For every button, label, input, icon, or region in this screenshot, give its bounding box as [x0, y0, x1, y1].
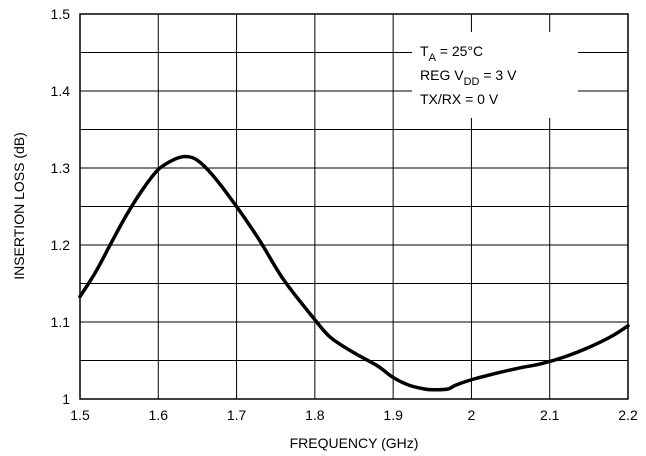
- x-tick-label: 1.5: [70, 407, 90, 423]
- legend-background: [412, 32, 578, 118]
- legend-ta-main: T: [420, 43, 429, 59]
- x-tick-labels: 1.5 1.6 1.7 1.8 1.9 2 2.1 2.2: [70, 407, 638, 423]
- y-tick-label: 1.4: [51, 83, 71, 99]
- y-tick-labels: 1 1.1 1.2 1.3 1.4 1.5: [51, 6, 71, 407]
- conditions-legend: TA = 25°C REG VDD = 3 V TX/RX = 0 V: [412, 32, 578, 118]
- y-tick-label: 1.5: [51, 6, 71, 22]
- legend-reg-vdd: REG VDD = 3 V: [420, 67, 517, 88]
- legend-reg-main: REG V: [420, 67, 464, 83]
- x-tick-label: 1.8: [305, 407, 325, 423]
- y-tick-label: 1.2: [51, 237, 71, 253]
- x-tick-label: 2.2: [618, 407, 638, 423]
- x-tick-label: 2.1: [540, 407, 560, 423]
- y-axis-label: INSERTION LOSS (dB): [11, 132, 27, 280]
- x-tick-label: 1.6: [149, 407, 169, 423]
- plot-frame: [79, 13, 629, 400]
- y-tick-label: 1.1: [51, 314, 71, 330]
- legend-ta-rest: = 25°C: [436, 43, 483, 59]
- legend-reg-sub: DD: [464, 76, 480, 88]
- legend-ta-sub: A: [429, 52, 437, 64]
- y-tick-label: 1.3: [51, 160, 71, 176]
- legend-txrx: TX/RX = 0 V: [420, 91, 499, 107]
- x-tick-label: 2: [468, 407, 476, 423]
- insertion-loss-series-line: [78, 154, 630, 392]
- x-axis-label: FREQUENCY (GHz): [290, 435, 419, 451]
- x-tick-label: 1.7: [227, 407, 247, 423]
- legend-reg-rest: = 3 V: [479, 67, 517, 83]
- legend-ta: TA = 25°C: [420, 43, 483, 64]
- y-tick-label: 1: [62, 391, 70, 407]
- x-tick-label: 1.9: [383, 407, 403, 423]
